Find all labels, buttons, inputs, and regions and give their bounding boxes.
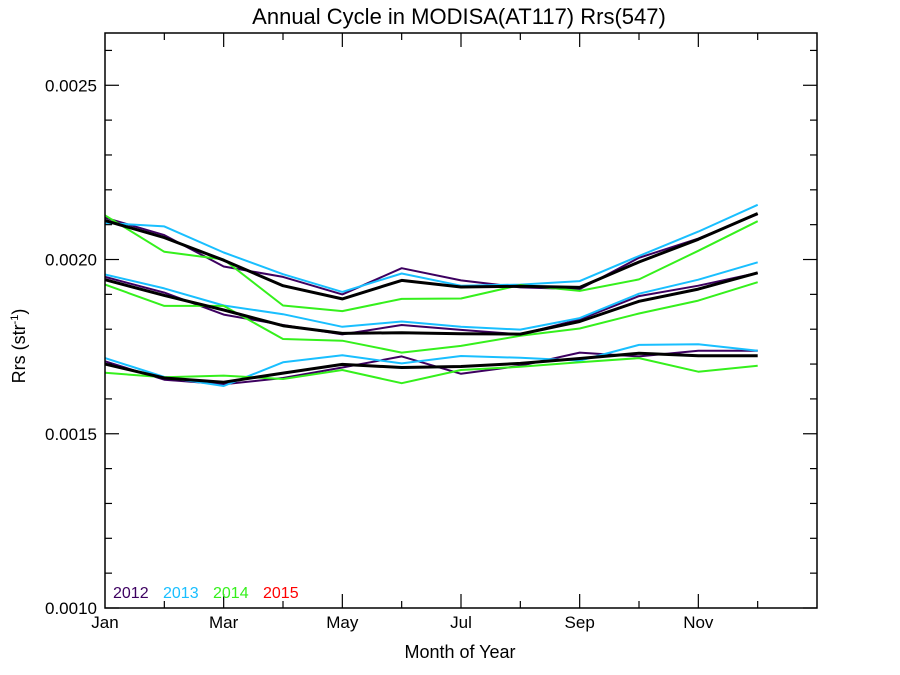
series-line-middle-2013 <box>104 261 758 331</box>
x-tick-label: Mar <box>209 613 239 632</box>
y-axis-label-main: Rrs (str <box>9 324 29 383</box>
x-tick-label: Nov <box>683 613 714 632</box>
y-axis-label: Rrs (str-1) <box>9 309 29 384</box>
legend: 2012 2013 2014 2015 <box>113 585 299 602</box>
series-line-lower-2014 <box>104 357 758 385</box>
x-axis-label: Month of Year <box>404 642 515 662</box>
chart-title: Annual Cycle in MODISA(AT117) Rrs(547) <box>252 4 666 29</box>
legend-entry-2015: 2015 <box>263 585 299 602</box>
series-line-lower-mean <box>104 351 758 384</box>
series-line-upper-2014 <box>104 214 759 313</box>
series-line-middle-2014 <box>104 281 758 354</box>
x-tick-label: Sep <box>565 613 595 632</box>
series-line-lower-2013 <box>104 343 758 387</box>
plot-area <box>104 203 759 387</box>
series-line-middle-2012 <box>104 271 758 336</box>
y-axis: 0.0010 0.0015 0.0020 0.0025 <box>45 49 817 618</box>
y-tick-label: 0.0020 <box>45 251 97 270</box>
x-tick-label: May <box>326 613 359 632</box>
y-tick-label: 0.0010 <box>45 599 97 618</box>
series-line-upper-2013 <box>104 203 759 293</box>
legend-entry-2014: 2014 <box>213 585 249 602</box>
x-tick-label: Jul <box>450 613 472 632</box>
series-line-middle-mean <box>104 271 759 336</box>
y-axis-label-sup: -1 <box>9 315 21 325</box>
series-line-upper-mean <box>104 212 759 301</box>
plot-frame <box>104 32 818 609</box>
legend-entry-2012: 2012 <box>113 585 149 602</box>
series-line-upper-2012 <box>104 213 759 296</box>
x-tick-label: Jan <box>91 613 118 632</box>
y-tick-label: 0.0015 <box>45 425 97 444</box>
y-tick-label: 0.0025 <box>45 76 97 95</box>
legend-entry-2013: 2013 <box>163 585 199 602</box>
y-axis-label-tail: ) <box>9 309 29 315</box>
x-axis: Jan Mar May Jul Sep Nov <box>91 33 759 632</box>
